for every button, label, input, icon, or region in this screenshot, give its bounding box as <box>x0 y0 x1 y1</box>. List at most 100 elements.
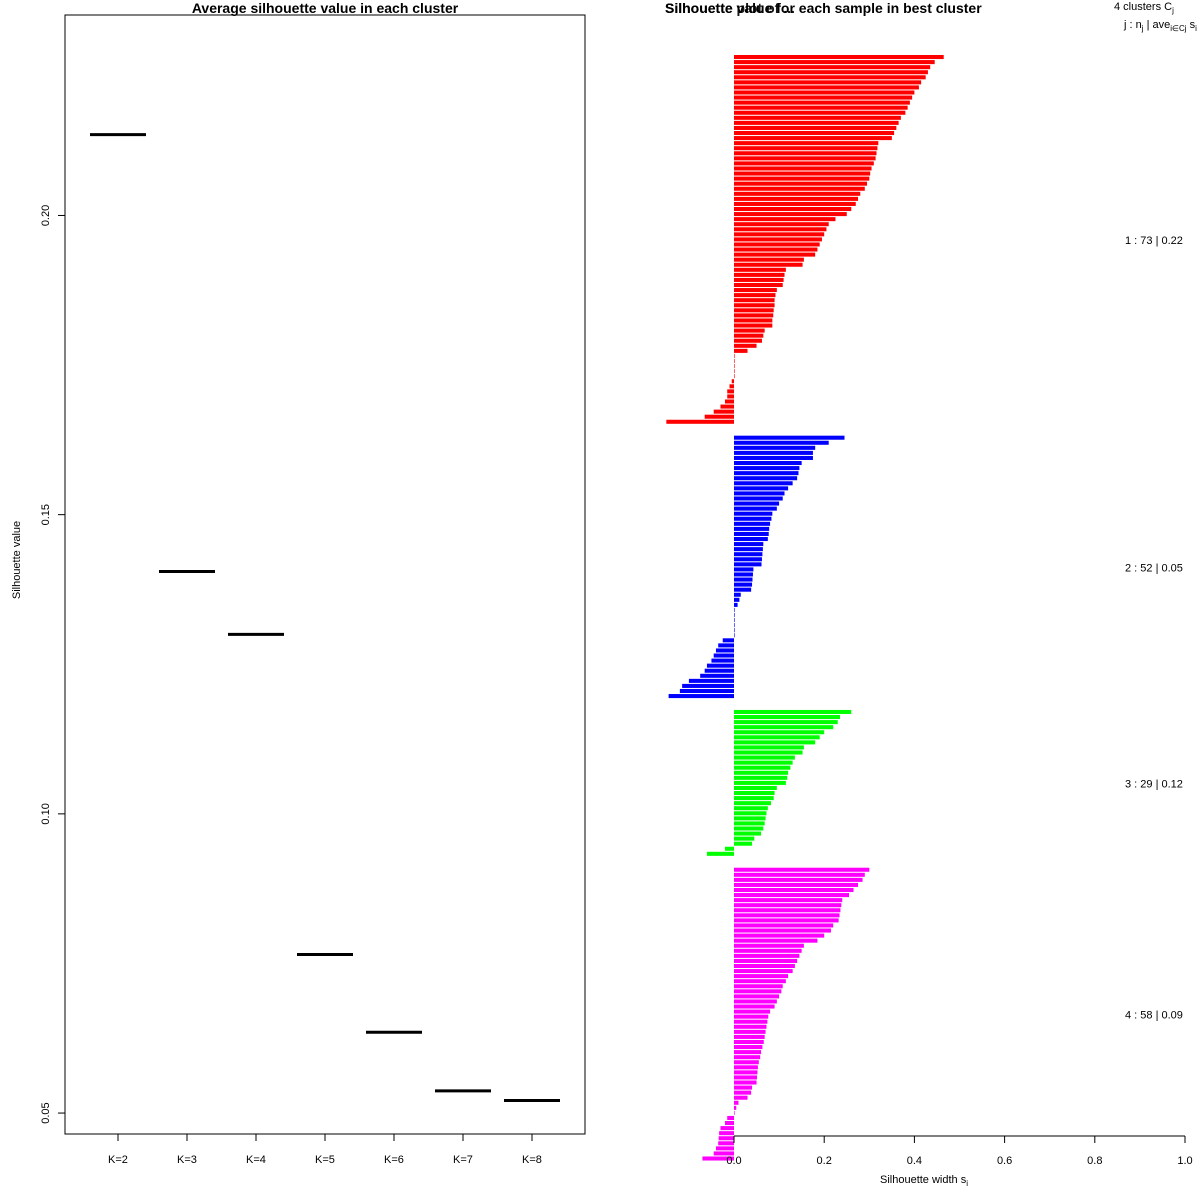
silhouette-bar <box>734 257 804 262</box>
silhouette-bar <box>734 328 765 333</box>
silhouette-bar <box>719 1131 734 1136</box>
silhouette-bar <box>734 974 789 979</box>
silhouette-bar <box>734 95 913 100</box>
silhouette-bar <box>734 323 773 328</box>
silhouette-bar <box>734 343 757 348</box>
silhouette-bar <box>734 130 895 136</box>
silhouette-bar <box>734 277 784 282</box>
silhouette-bar <box>734 720 838 725</box>
silhouette-bar <box>734 161 874 166</box>
silhouette-bar <box>734 953 800 958</box>
silhouette-bar <box>734 557 762 562</box>
cluster-2-bars <box>668 435 845 699</box>
silhouette-bar <box>734 333 764 338</box>
silhouette-bar <box>734 841 753 846</box>
silhouette-bar <box>734 293 776 298</box>
silhouette-bar <box>734 1050 762 1055</box>
silhouette-bar <box>734 770 789 775</box>
silhouette-bar <box>734 206 852 212</box>
cluster-3-bars <box>706 709 852 856</box>
silhouette-bar <box>734 141 879 146</box>
silhouette-bar <box>734 146 878 151</box>
silhouette-bar <box>715 1146 734 1151</box>
silhouette-bar <box>734 1110 735 1115</box>
silhouette-bar <box>734 338 762 343</box>
cluster-legend-entry-3: 3 : 29 | 0.12 <box>1125 778 1183 790</box>
silhouette-bar <box>734 115 901 120</box>
silhouette-bar <box>734 353 735 358</box>
silhouette-bar <box>734 455 813 460</box>
silhouette-bar <box>734 176 870 181</box>
silhouette-bar <box>734 577 753 582</box>
silhouette-bar <box>734 1039 764 1045</box>
left-chart-title: Average silhouette value in each cluster <box>192 0 459 16</box>
silhouette-bar <box>734 715 840 720</box>
silhouette-bar <box>734 618 735 623</box>
silhouette-bars <box>666 55 944 1161</box>
right-panel: Silhouette plot of ... Silhouette value … <box>665 0 1197 1188</box>
silhouette-bar <box>734 775 788 780</box>
silhouette-bar <box>734 308 774 313</box>
silhouette-bar <box>734 471 799 476</box>
silhouette-bar <box>734 460 802 466</box>
silhouette-bar <box>734 506 777 511</box>
silhouette-bar <box>734 491 785 496</box>
silhouette-bar <box>734 816 766 821</box>
silhouette-bar <box>711 658 734 663</box>
silhouette-bar <box>734 785 777 790</box>
silhouette-bar <box>734 740 816 745</box>
silhouette-bar <box>734 501 780 506</box>
right-chart-title-overlap: Silhouette plot of ... <box>665 0 795 16</box>
silhouette-bar <box>734 612 735 618</box>
left-x-axis: K=2 K=3 K=4 K=5 K=6 K=7 K=8 <box>108 1134 542 1166</box>
silhouette-bar <box>734 760 793 765</box>
silhouette-bar <box>734 893 850 898</box>
silhouette-bar <box>734 1019 768 1024</box>
left-y-tick-label: 0.10 <box>40 803 52 824</box>
silhouette-bar <box>734 252 816 257</box>
silhouette-bar <box>734 80 922 85</box>
silhouette-bar <box>734 75 926 80</box>
silhouette-bar <box>734 958 798 963</box>
silhouette-bar <box>734 476 798 481</box>
silhouette-bar <box>734 963 795 969</box>
silhouette-bar <box>734 288 777 293</box>
left-x-tick-label: K=5 <box>315 1154 335 1166</box>
left-x-tick-label: K=8 <box>522 1154 542 1166</box>
silhouette-bar <box>734 1070 758 1075</box>
silhouette-bar <box>715 648 734 653</box>
silhouette-bar <box>734 217 836 222</box>
silhouette-bar <box>734 65 931 70</box>
silhouette-bar <box>734 979 786 984</box>
silhouette-bar <box>734 496 783 501</box>
silhouette-bar <box>734 791 775 796</box>
silhouette-bar <box>734 1034 765 1039</box>
silhouette-bar <box>734 908 841 913</box>
silhouette-bar <box>734 186 865 191</box>
silhouette-bar <box>734 90 915 95</box>
silhouette-bar <box>734 562 762 567</box>
silhouette-bar <box>734 232 825 237</box>
silhouette-bar <box>734 633 735 638</box>
silhouette-bar <box>734 374 735 379</box>
silhouette-bar <box>734 364 735 369</box>
silhouette-bar <box>734 70 928 75</box>
right-x-tick-label: 0.2 <box>817 1155 832 1167</box>
silhouette-bar <box>734 247 818 252</box>
silhouette-bar <box>704 668 734 673</box>
silhouette-bar <box>734 765 791 770</box>
silhouette-bar <box>704 414 734 419</box>
silhouette-bar <box>734 1014 769 1019</box>
silhouette-bar <box>718 643 734 648</box>
silhouette-bar <box>734 948 802 953</box>
silhouette-bar <box>734 607 735 612</box>
right-x-tick-label: 0.6 <box>997 1155 1012 1167</box>
silhouette-bar <box>727 394 734 399</box>
silhouette-bar <box>734 806 768 811</box>
left-x-tick-label: K=7 <box>453 1154 473 1166</box>
cluster-legend-header: 4 clusters Cj j : nj | avei∈Cj si <box>1114 1 1197 33</box>
silhouette-bar <box>734 994 780 999</box>
silhouette-bar <box>713 653 734 658</box>
cluster-4-bars <box>702 867 870 1161</box>
